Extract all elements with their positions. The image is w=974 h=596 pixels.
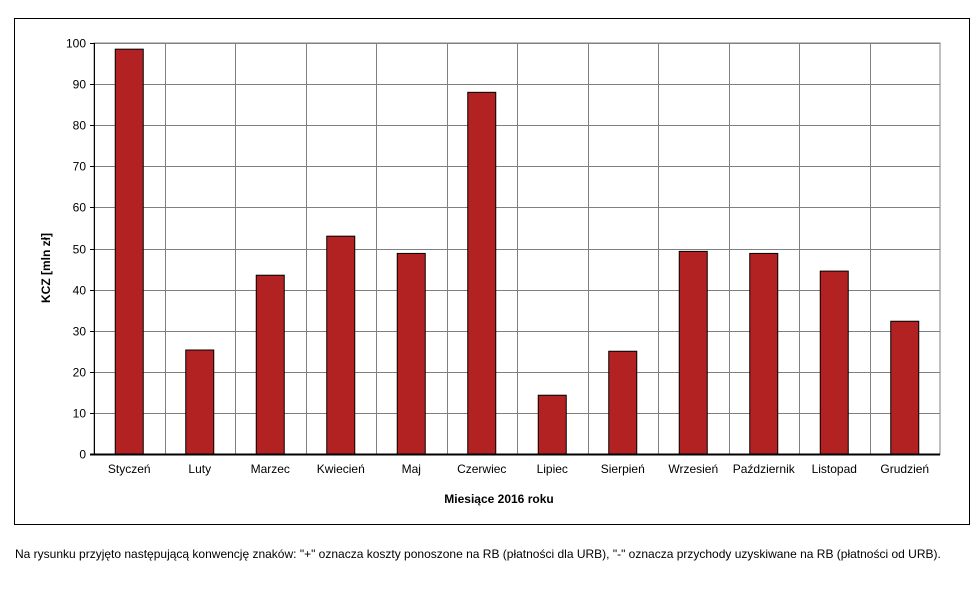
y-axis-title: KCZ [mln zł] xyxy=(39,233,53,303)
bar xyxy=(749,252,779,455)
x-tick-label: Czerwiec xyxy=(457,462,506,476)
y-tick-label: 70 xyxy=(73,160,87,174)
bar-chart: 0 10 20 30 40 50 60 70 80 90 100 Styczeń Luty Marzec K… xyxy=(39,37,941,506)
bar xyxy=(678,250,708,455)
x-tick-label: Maj xyxy=(402,462,421,476)
y-tick-label: 40 xyxy=(73,284,87,298)
x-tick-label: Marzec xyxy=(251,462,290,476)
y-tick-label: 50 xyxy=(73,243,87,257)
bar xyxy=(819,270,849,455)
y-tick-label: 0 xyxy=(79,448,86,462)
bar xyxy=(890,320,920,455)
y-tick-label: 80 xyxy=(73,119,87,133)
x-tick-label: Sierpień xyxy=(601,462,645,476)
y-tick-label: 20 xyxy=(73,366,87,380)
y-tick-label: 60 xyxy=(73,201,87,215)
plot-area: 0 10 20 30 40 50 60 70 80 90 100 Styczeń Luty Marzec K… xyxy=(66,37,941,476)
x-tick-label: Wrzesień xyxy=(668,462,718,476)
bar xyxy=(114,48,144,455)
y-tick-label: 100 xyxy=(66,37,86,51)
x-tick-label: Styczeń xyxy=(108,462,151,476)
y-tick-label: 10 xyxy=(73,407,87,421)
y-tick-label: 30 xyxy=(73,325,87,339)
bar xyxy=(185,349,215,455)
y-tick-label: 90 xyxy=(73,78,87,92)
bar xyxy=(326,235,356,455)
bar xyxy=(608,350,638,455)
x-tick-label: Luty xyxy=(188,462,211,476)
chart-frame: 0 10 20 30 40 50 60 70 80 90 100 Styczeń Luty Marzec K… xyxy=(14,18,970,525)
footnote-text: Na rysunku przyjęto następującą konwencj… xyxy=(15,547,941,561)
x-axis-title: Miesiące 2016 roku xyxy=(444,492,553,506)
x-tick-label: Grudzień xyxy=(880,462,929,476)
x-tick-label: Listopad xyxy=(812,462,857,476)
bar xyxy=(467,91,497,455)
bar xyxy=(396,252,426,455)
x-tick-label: Październik xyxy=(733,462,796,476)
bar xyxy=(255,274,285,455)
x-tick-label: Kwiecień xyxy=(317,462,365,476)
x-tick-label: Lipiec xyxy=(537,462,568,476)
bar xyxy=(537,394,567,455)
